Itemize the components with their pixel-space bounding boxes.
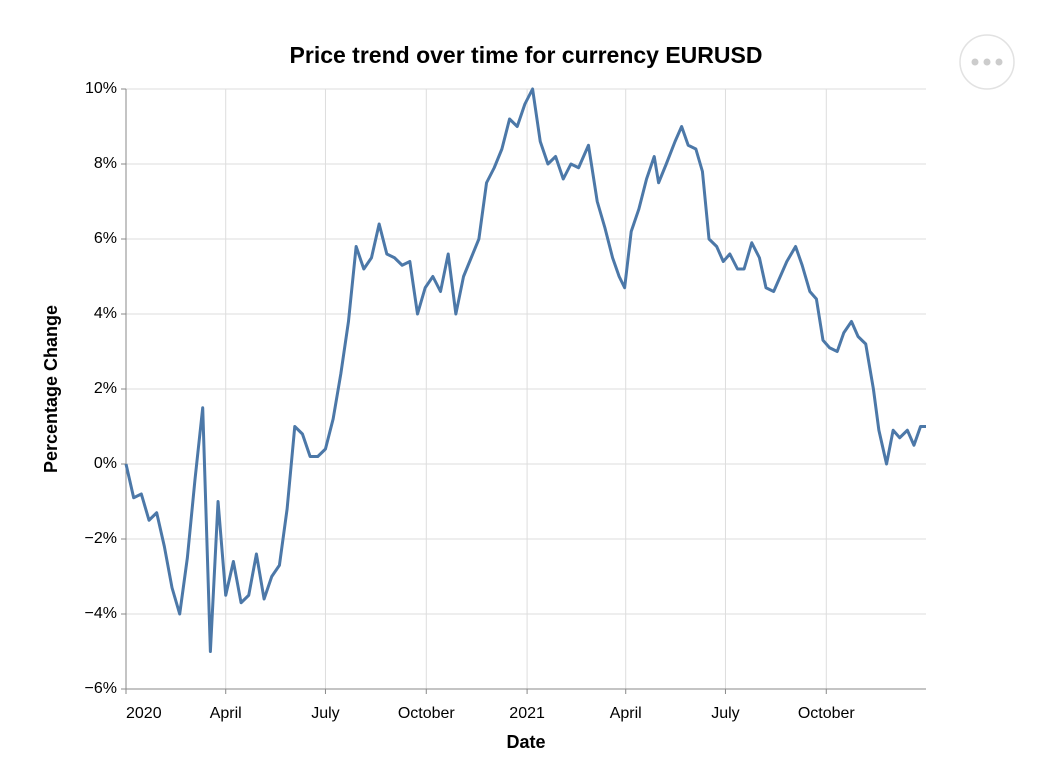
y-tick-label: 10%	[85, 80, 117, 97]
menu-dot	[971, 58, 979, 66]
x-tick-label: 2021	[509, 705, 545, 722]
y-tick-label: 4%	[94, 305, 117, 322]
x-tick-label: April	[610, 705, 642, 722]
x-tick-label: July	[311, 705, 339, 722]
y-tick-label: 8%	[94, 155, 117, 172]
y-tick-label: −2%	[85, 530, 117, 547]
x-axis-title: Date	[506, 732, 545, 752]
y-tick-label: −4%	[85, 605, 117, 622]
chart-title: Price trend over time for currency EURUS…	[290, 42, 763, 68]
x-tick-label: July	[711, 705, 739, 722]
y-tick-label: −6%	[85, 680, 117, 697]
x-tick-label: April	[210, 705, 242, 722]
y-tick-label: 0%	[94, 455, 117, 472]
menu-dot	[983, 58, 991, 66]
x-tick-label: October	[398, 705, 456, 722]
y-tick-label: 6%	[94, 230, 117, 247]
menu-dot	[995, 58, 1003, 66]
price-line	[124, 87, 926, 653]
x-tick-label: 2020	[126, 705, 162, 722]
y-axis-title: Percentage Change	[41, 305, 61, 473]
menu-button[interactable]	[959, 34, 1015, 90]
x-tick-label: October	[798, 705, 856, 722]
y-tick-label: 2%	[94, 380, 117, 397]
